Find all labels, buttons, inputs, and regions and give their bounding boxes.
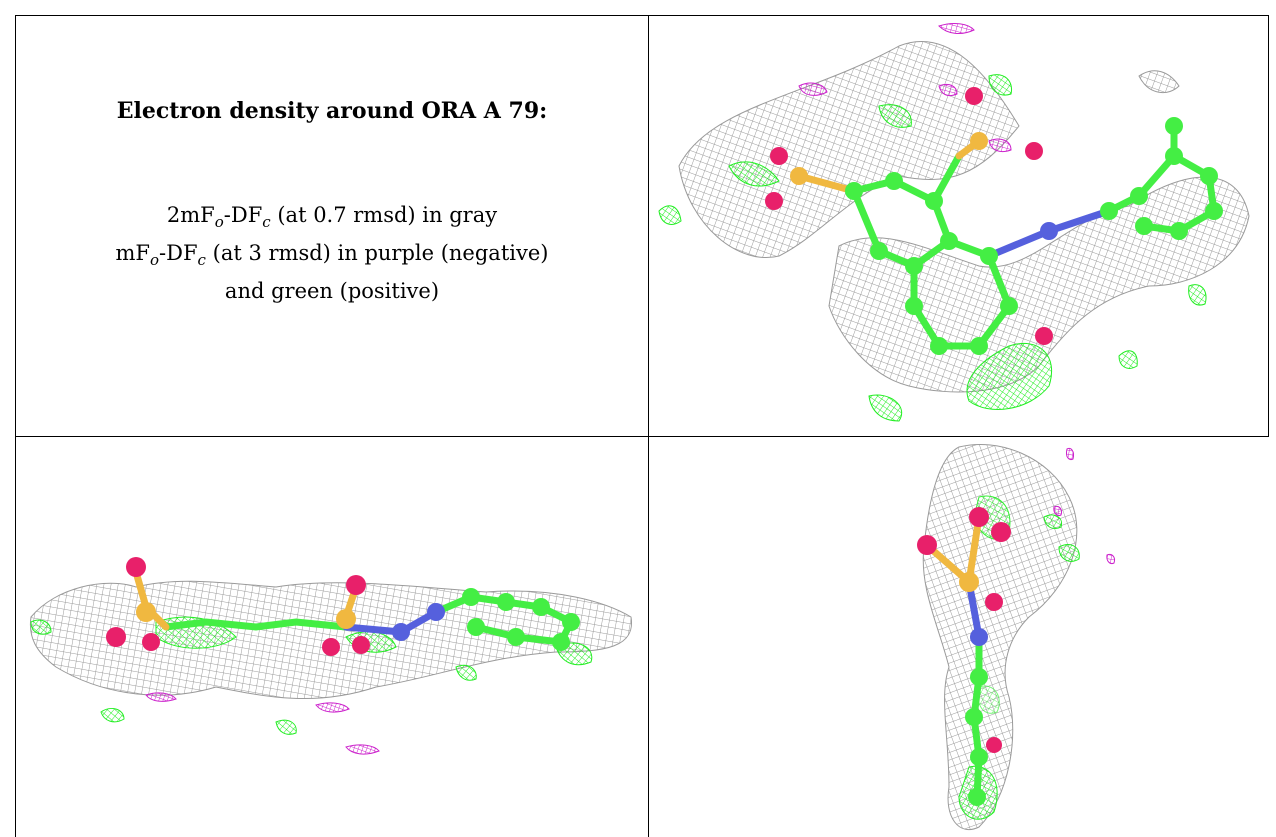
density-panel-side-view [16, 437, 648, 837]
ligand-atoms [106, 557, 580, 656]
density-panel-top-view [649, 16, 1268, 436]
ligand-atoms [765, 87, 1223, 355]
ligand-atoms [917, 507, 1011, 806]
legend-line-2fofc: 2mFo-DFc (at 0.7 rmsd) in gray [166, 203, 498, 232]
table-border-right [1268, 15, 1269, 436]
molecule-top-view [658, 22, 1250, 422]
legend-line-fofc: mFo-DFc (at 3 rmsd) in purple (negative) [115, 241, 549, 270]
hetero-bonds [795, 137, 1113, 260]
caption-cell: Electron density around ORA A 79: 2mFo-D… [16, 16, 648, 436]
legend-text: 2mFo-DFc (at 0.7 rmsd) in gray mFo-DFc (… [116, 200, 549, 307]
molecule-side-view [29, 557, 633, 755]
molecule-end-view [917, 443, 1115, 830]
gray-density-mesh [678, 41, 1250, 393]
table-border-top [15, 15, 1269, 16]
negative-density-mesh [1053, 448, 1115, 564]
legend-line-positive: and green (positive) [224, 279, 440, 304]
table-border-center [648, 15, 649, 837]
table-border-left [15, 15, 16, 837]
negative-density-mesh [145, 692, 380, 755]
figure-title: Electron density around ORA A 79: [116, 98, 548, 124]
positive-density-mesh [658, 74, 1207, 422]
negative-density-mesh [798, 22, 1012, 153]
gray-density-mesh [922, 443, 1078, 830]
density-panel-end-view [649, 437, 1269, 837]
figure-table: Electron density around ORA A 79: 2mFo-D… [15, 15, 1269, 837]
table-border-middle [15, 436, 1269, 437]
